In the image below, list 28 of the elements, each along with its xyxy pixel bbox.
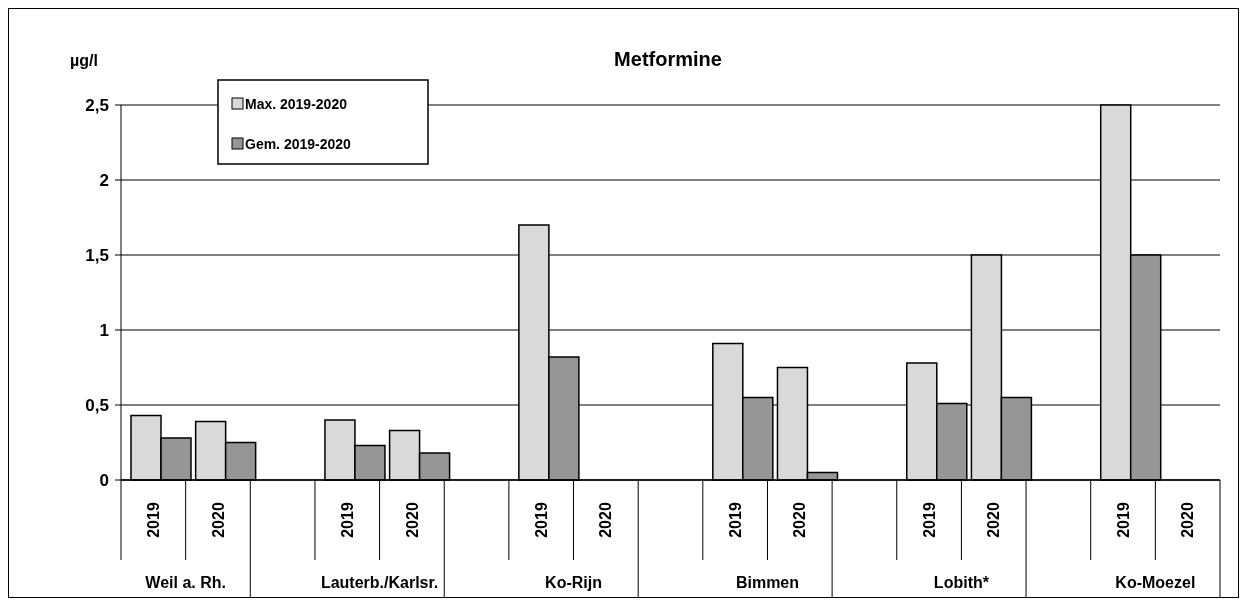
x-tick-label: 2020 xyxy=(403,502,421,538)
text: Lobith* xyxy=(933,574,990,591)
y-tick-label: 2,5 xyxy=(85,95,109,115)
x-tick-label: 2020 xyxy=(791,502,809,538)
y-axis-title: µg/l xyxy=(70,52,98,69)
x-tick-label: 2019 xyxy=(338,502,356,538)
text: Bimmen xyxy=(735,574,800,591)
x-tick-label: 2019 xyxy=(532,502,550,538)
x-tick-label: 2020 xyxy=(597,502,615,538)
x-tick-label: 2020 xyxy=(1179,502,1197,538)
text: Ko-Rijn xyxy=(545,574,602,591)
y-tick-label: 2 xyxy=(99,170,109,190)
x-tick-label: 2019 xyxy=(144,502,162,538)
text: Lauterb./Karlsr. xyxy=(320,574,439,591)
x-tick-label: 2019 xyxy=(920,502,938,538)
legend-label: Max. 2019-2020 xyxy=(245,95,348,112)
text: Ko-Moezel xyxy=(1115,574,1196,591)
text: Weil a. Rh. xyxy=(145,574,226,591)
y-tick-label: 1,5 xyxy=(85,245,109,265)
y-tick-label: 0,5 xyxy=(85,395,109,415)
x-tick-label: 2020 xyxy=(985,502,1003,538)
y-tick-label: 0 xyxy=(99,470,109,490)
x-tick-label: 2019 xyxy=(726,502,744,538)
x-tick-label: 2020 xyxy=(209,502,227,538)
chart-title: Metformine xyxy=(614,48,722,70)
y-tick-label: 1 xyxy=(99,320,109,340)
x-tick-label: 2019 xyxy=(1114,502,1132,538)
legend-label: Gem. 2019-2020 xyxy=(245,135,352,152)
